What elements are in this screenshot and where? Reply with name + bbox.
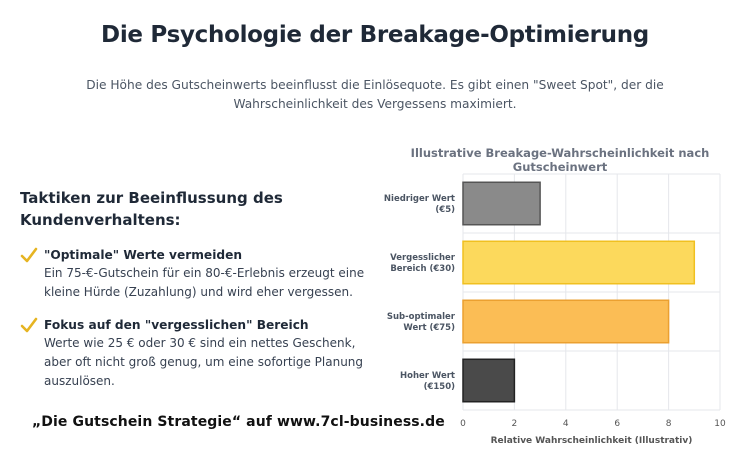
- tactics-heading: Taktiken zur Beeinflussung des Kundenver…: [20, 189, 283, 229]
- bar-chart: 0 2 4 6 8 10 Niedriger Wert(€5) VergesslicherBe…: [384, 173, 726, 446]
- promo-text: „Die Gutschein Strategie“ auf www.7cl-bu…: [32, 414, 445, 430]
- bar: [462, 240, 696, 285]
- y-tick-label: (€150): [424, 382, 456, 392]
- tactics-section: Taktiken zur Beeinflussung des Kundenver…: [20, 187, 365, 406]
- y-tick-label: Hoher Wert: [400, 371, 455, 381]
- check-icon: [20, 317, 38, 333]
- bar: [462, 358, 516, 403]
- x-tick-label: 6: [614, 419, 620, 429]
- bar: [462, 181, 541, 226]
- bar: [462, 299, 670, 344]
- check-icon: [20, 247, 38, 263]
- tactic-text: Werte wie 25 € oder 30 € sind ein nettes…: [44, 336, 364, 388]
- x-tick-label: 0: [460, 419, 466, 429]
- page-subtitle: Die Höhe des Gutscheinwerts beeinflusst …: [86, 78, 664, 111]
- x-tick-label: 8: [666, 419, 672, 429]
- x-tick-label: 2: [512, 419, 518, 429]
- tactic-item: "Optimale" Werte vermeiden Ein 75-€-Guts…: [20, 247, 365, 302]
- tactic-title: "Optimale" Werte vermeiden: [44, 248, 243, 262]
- tactic-text: Ein 75-€-Gutschein für ein 80-€-Erlebnis…: [44, 266, 365, 299]
- y-tick-label: Sub-optimaler: [387, 312, 456, 322]
- tactic-title: Fokus auf den "vergesslichen" Bereich: [44, 318, 309, 332]
- chart-title: Illustrative Breakage-Wahrscheinlichkeit…: [410, 146, 710, 174]
- x-tick-label: 4: [563, 419, 569, 429]
- y-tick-label: (€5): [435, 205, 455, 215]
- tactic-item: Fokus auf den "vergesslichen" Bereich We…: [20, 317, 365, 391]
- page-title: Die Psychologie der Breakage-Optimierung: [101, 22, 649, 48]
- y-tick-label: Bereich (€30): [390, 264, 455, 274]
- x-tick-label: 10: [714, 419, 726, 429]
- y-tick-label: Vergesslicher: [390, 253, 456, 263]
- y-tick-label: Niedriger Wert: [384, 194, 455, 204]
- x-axis-label: Relative Wahrscheinlichkeit (Illustrativ…: [491, 436, 693, 446]
- y-tick-label: Wert (€75): [403, 323, 455, 333]
